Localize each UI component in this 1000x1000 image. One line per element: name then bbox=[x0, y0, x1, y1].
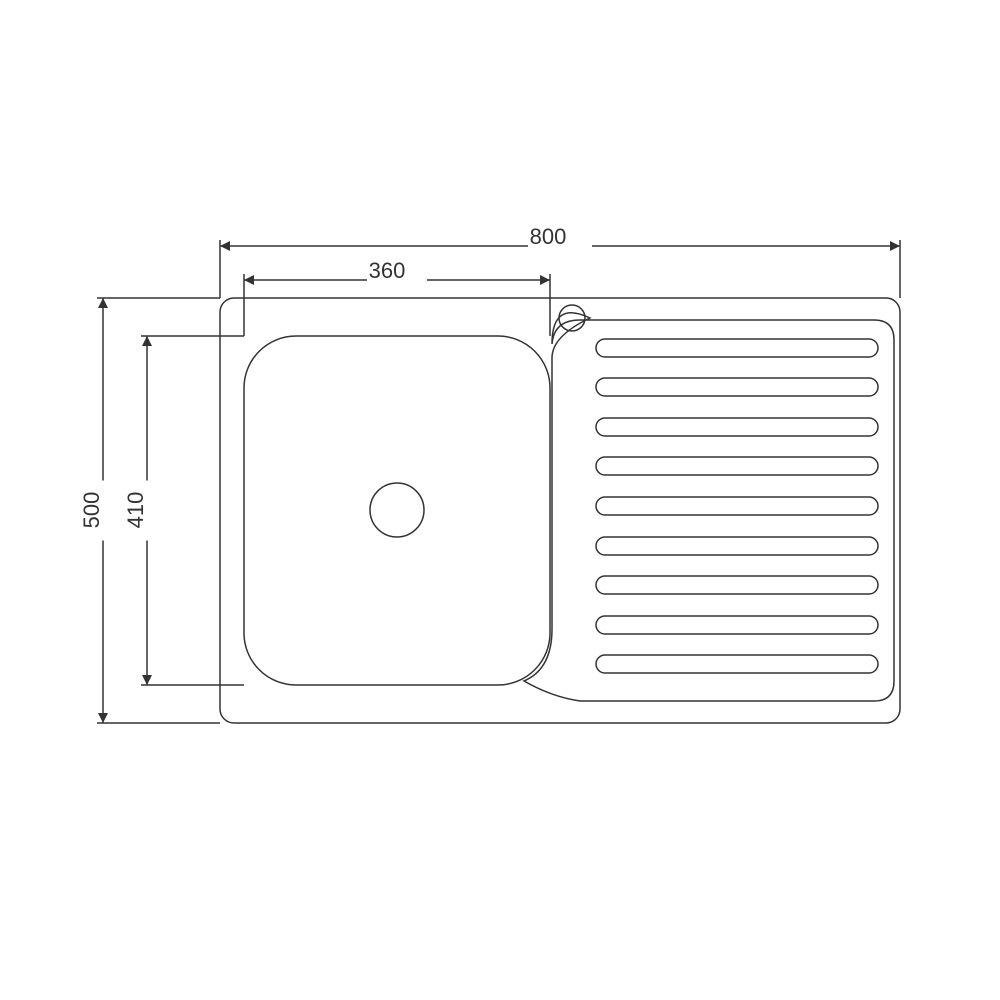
technical-svg bbox=[0, 0, 1000, 1000]
dim-label-height-total: 500 bbox=[79, 492, 105, 529]
dim-label-width-total: 800 bbox=[530, 224, 567, 250]
dim-label-basin-width: 360 bbox=[369, 258, 406, 284]
drawing-container: 800 360 500 410 bbox=[0, 0, 1000, 1000]
dim-label-basin-height: 410 bbox=[123, 492, 149, 529]
